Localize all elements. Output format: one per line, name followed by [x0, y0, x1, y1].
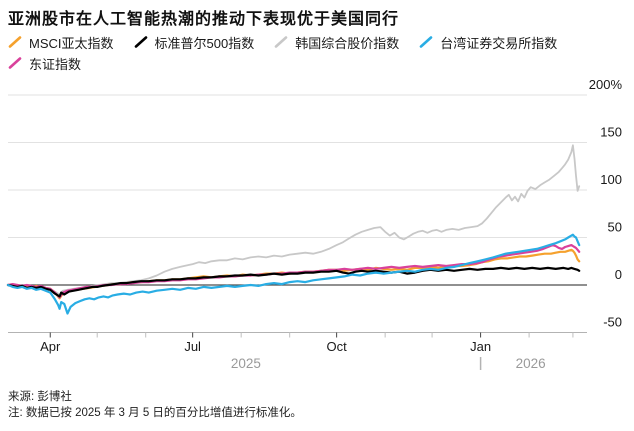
legend-item: MSCI亚太指数	[8, 33, 114, 51]
x-axis-month-label: Jan	[470, 339, 491, 354]
y-axis-label: -50	[603, 315, 622, 330]
x-axis-month-label: Apr	[40, 339, 61, 354]
legend-slash-icon	[134, 36, 147, 48]
y-axis-label: 0	[615, 267, 622, 282]
legend-item: 东证指数	[8, 54, 81, 72]
x-axis-month-label: Jul	[184, 339, 201, 354]
legend-item: 标准普尔500指数	[134, 33, 255, 51]
chart-title: 亚洲股市在人工智能热潮的推动下表现优于美国同行	[8, 11, 400, 28]
legend-slash-icon	[8, 36, 22, 48]
series-line	[6, 244, 581, 299]
legend-item: 台湾证券交易所指数	[419, 33, 557, 51]
y-axis-label: 150	[600, 125, 622, 140]
chart-legend: MSCI亚太指数 标准普尔500指数 韩国综合股价指数 台湾证券交易所指数东证指数	[8, 33, 608, 72]
series-line	[6, 266, 581, 298]
source-note: 来源: 彭博社	[8, 391, 72, 403]
legend-slash-icon	[8, 57, 22, 69]
legend-item-label: 台湾证券交易所指数	[440, 35, 558, 51]
legend-item-label: MSCI亚太指数	[29, 35, 114, 51]
y-axis-label: 100	[600, 172, 622, 187]
legend-slash-icon	[274, 36, 288, 48]
legend-slash-icon	[419, 36, 433, 48]
legend-item-label: 韩国综合股价指数	[295, 35, 400, 51]
series-line	[6, 233, 581, 315]
y-axis-label: 200%	[589, 77, 623, 92]
year-label: 2025	[231, 356, 261, 371]
legend-item-label: 东证指数	[29, 56, 82, 72]
y-axis-label: 50	[608, 220, 622, 235]
normalization-note: 注: 数据已按 2025 年 3 月 5 日的百分比增值进行标准化。	[8, 406, 302, 419]
x-axis-month-label: Oct	[327, 339, 348, 354]
legend-item: 韩国综合股价指数	[274, 33, 399, 51]
chart-footnotes: 来源: 彭博社 注: 数据已按 2025 年 3 月 5 日的百分比增值进行标准…	[8, 390, 302, 421]
legend-item-label: 标准普尔500指数	[154, 35, 255, 51]
year-label: 2026	[516, 356, 546, 371]
